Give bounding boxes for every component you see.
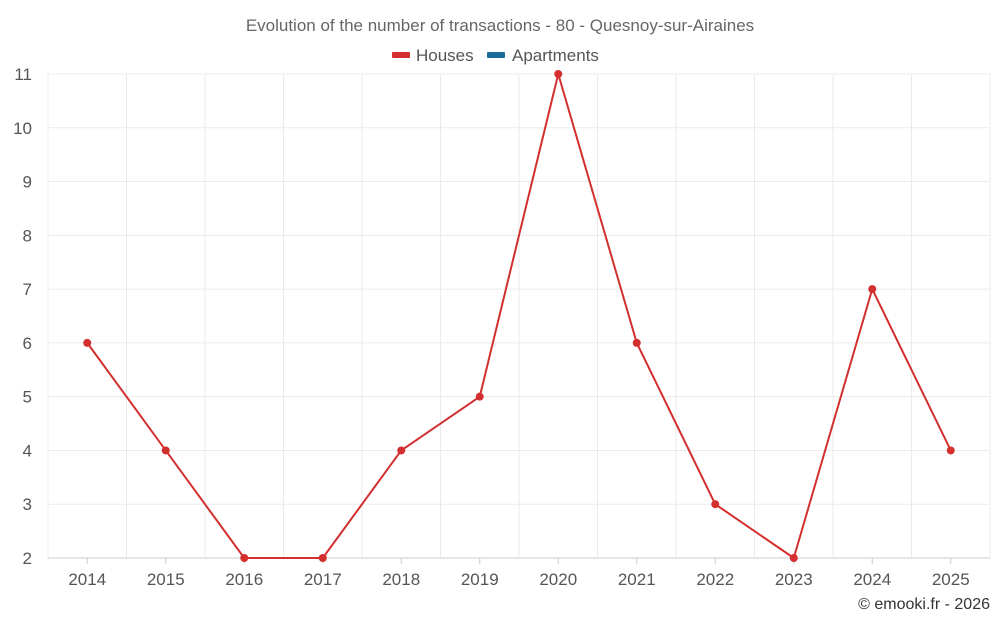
y-tick-label: 8 — [23, 226, 32, 245]
x-tick-label: 2021 — [618, 570, 656, 589]
y-tick-label: 10 — [13, 119, 32, 138]
data-point-houses-2025[interactable] — [946, 446, 955, 455]
legend-swatch-houses — [392, 52, 410, 58]
data-point-houses-2017[interactable] — [318, 554, 327, 562]
data-point-houses-2014[interactable] — [83, 338, 92, 347]
x-tick-label: 2015 — [147, 570, 185, 589]
data-point-houses-2020[interactable] — [554, 70, 563, 78]
y-tick-label: 3 — [23, 495, 32, 514]
x-tick-label: 2022 — [696, 570, 734, 589]
legend-label-apartments: Apartments — [512, 46, 599, 65]
x-tick-label: 2020 — [539, 570, 577, 589]
chart-title: Evolution of the number of transactions … — [246, 16, 754, 35]
x-axis-ticks: 2014 2015 2016 2017 2018 2019 2020 2021 2022 2023… — [68, 558, 970, 589]
y-tick-label: 5 — [23, 388, 32, 407]
x-tick-label: 2014 — [68, 570, 106, 589]
series-line-houses — [86, 73, 952, 559]
legend: Houses Apartments — [392, 46, 599, 65]
y-tick-label: 11 — [14, 65, 32, 84]
x-tick-label: 2024 — [853, 570, 891, 589]
data-point-houses-2023[interactable] — [789, 554, 798, 562]
x-tick-label: 2025 — [932, 570, 970, 589]
data-point-houses-2016[interactable] — [240, 554, 249, 562]
grid — [47, 73, 991, 558]
x-tick-label: 2017 — [304, 570, 342, 589]
legend-item-houses[interactable]: Houses — [392, 46, 474, 65]
legend-swatch-apartments — [487, 52, 505, 58]
data-point-houses-2021[interactable] — [632, 338, 641, 347]
credit: © emooki.fr - 2026 — [858, 596, 990, 613]
series — [83, 70, 955, 562]
y-tick-label: 9 — [23, 173, 32, 192]
y-tick-label: 2 — [23, 549, 32, 568]
data-point-houses-2022[interactable] — [711, 500, 720, 509]
data-point-houses-2024[interactable] — [868, 285, 877, 294]
x-tick-label: 2023 — [775, 570, 813, 589]
x-tick-label: 2018 — [382, 570, 420, 589]
legend-item-apartments[interactable]: Apartments — [487, 46, 599, 65]
data-point-houses-2015[interactable] — [161, 446, 170, 455]
legend-label-houses: Houses — [416, 46, 474, 65]
y-tick-label: 6 — [23, 334, 32, 353]
y-tick-label: 4 — [23, 441, 32, 460]
data-point-houses-2019[interactable] — [475, 392, 484, 401]
y-axis-ticks: 2 3 4 5 6 7 8 9 10 11 — [13, 65, 32, 568]
x-tick-label: 2019 — [461, 570, 499, 589]
data-point-houses-2018[interactable] — [397, 446, 406, 455]
x-tick-label: 2016 — [225, 570, 263, 589]
y-tick-label: 7 — [23, 280, 32, 299]
